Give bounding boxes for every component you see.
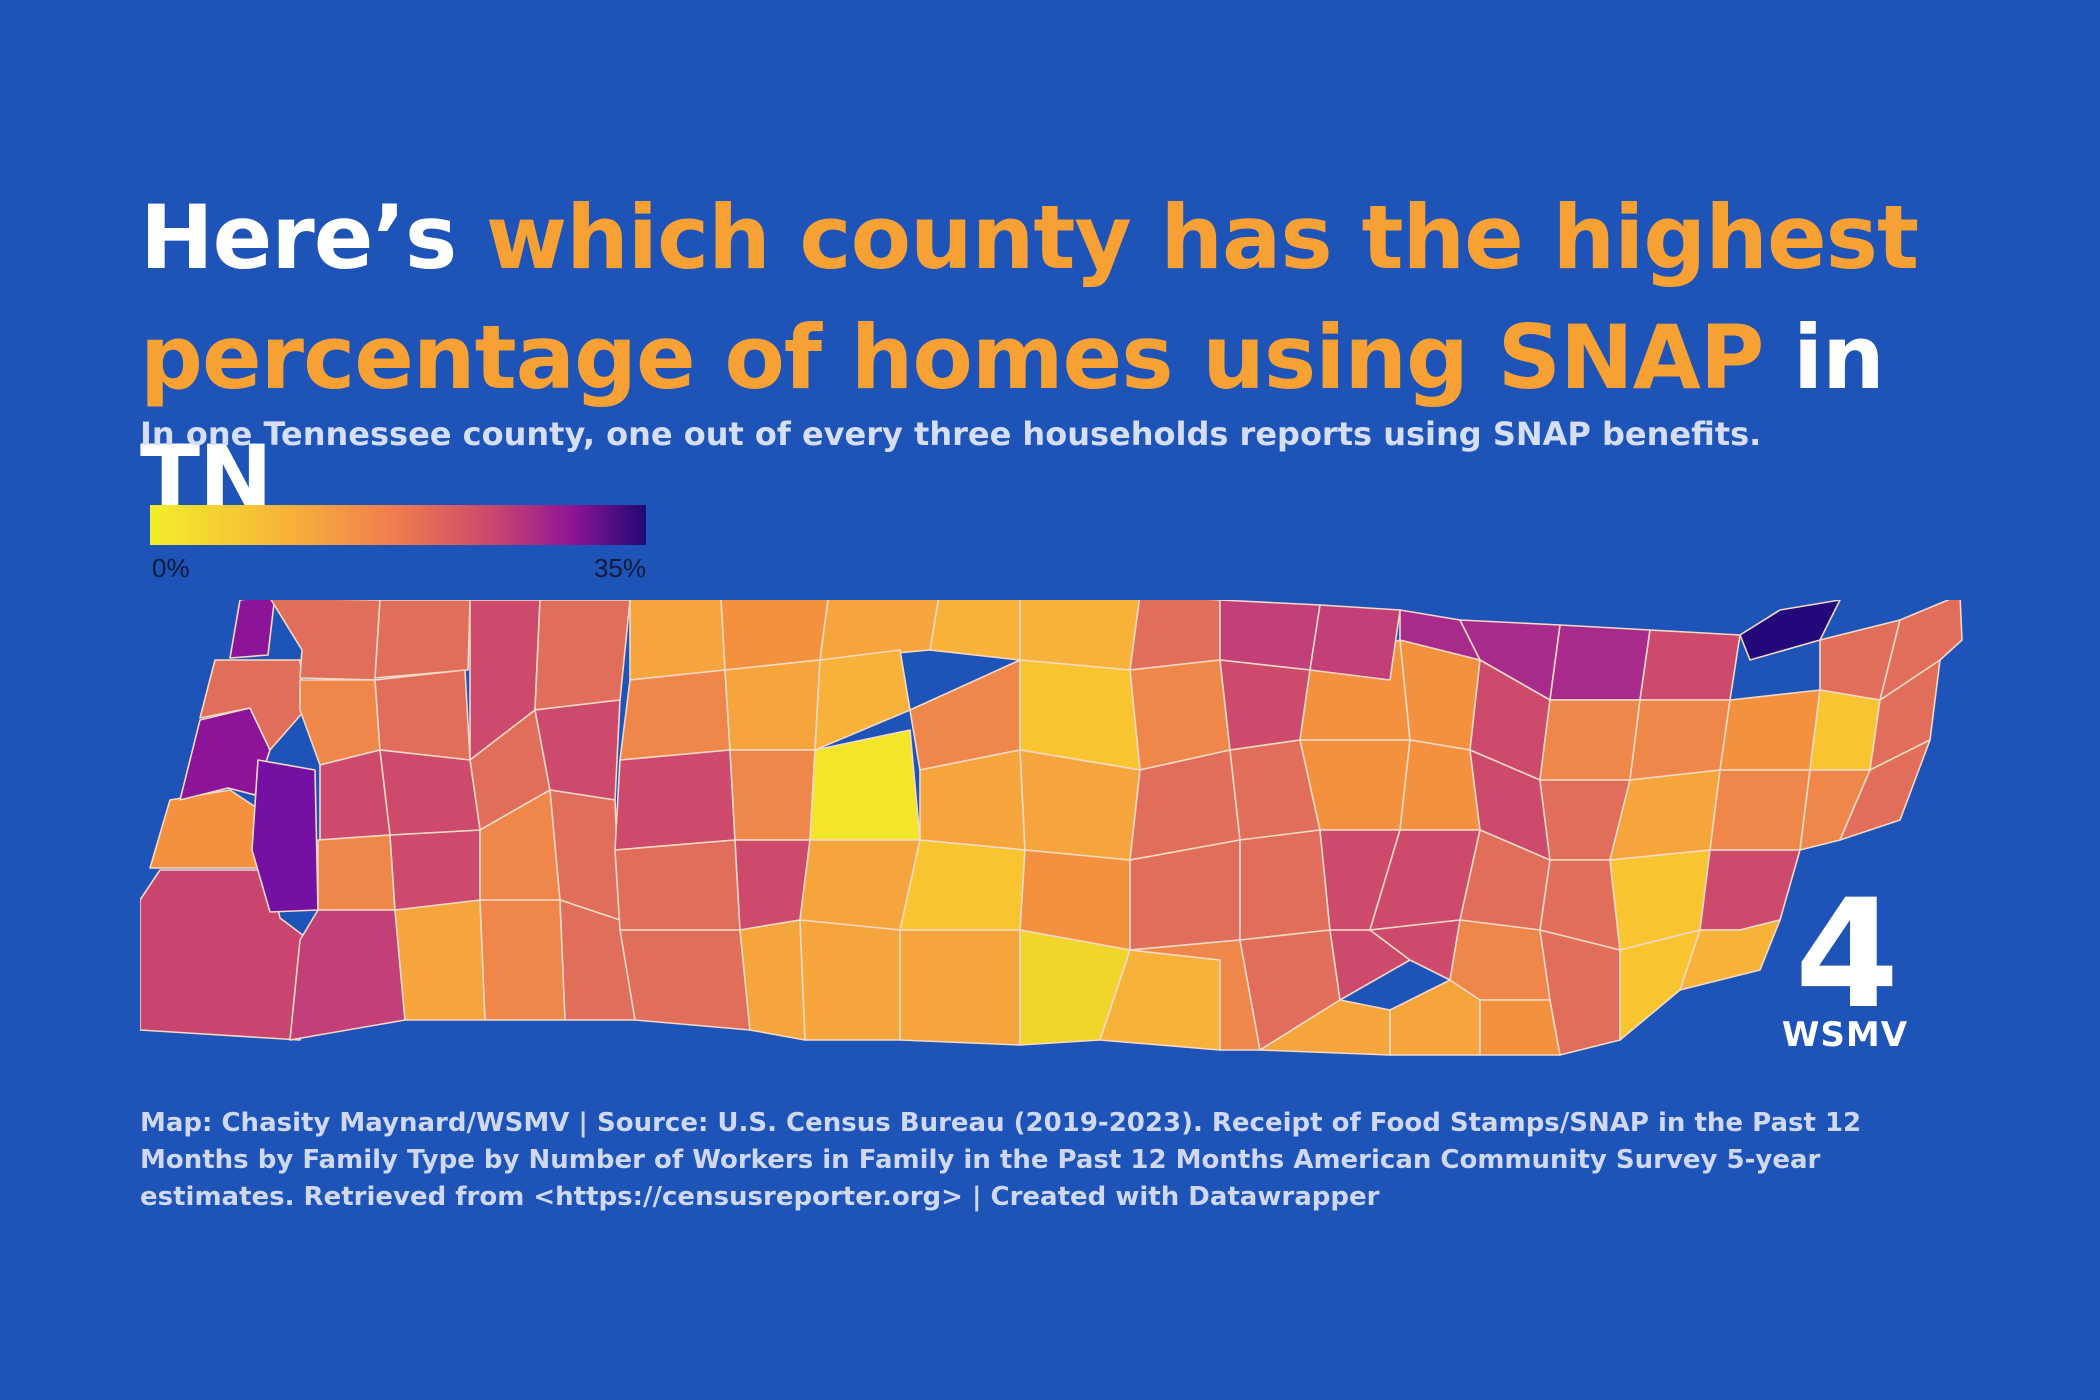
county [1709, 769, 1811, 851]
county [724, 659, 821, 751]
legend-gradient-bar [150, 505, 646, 545]
county [1449, 919, 1551, 1001]
county [1719, 689, 1821, 771]
county [1129, 600, 1221, 671]
chart-title: Here’s which county has the highest perc… [140, 178, 2040, 538]
county [317, 834, 396, 911]
county [799, 919, 901, 1041]
county [270, 600, 381, 681]
county-group-east [1449, 600, 1963, 1056]
county [1309, 604, 1401, 681]
county [229, 600, 276, 659]
county [1239, 829, 1331, 941]
county [379, 749, 481, 836]
county [809, 729, 921, 841]
logo-number: 4 [1794, 868, 1899, 1042]
county [479, 899, 566, 1021]
county [149, 789, 269, 869]
county [1809, 689, 1881, 771]
county [1879, 600, 1963, 701]
county [1539, 929, 1621, 1056]
county [899, 929, 1021, 1046]
title-part-1: Here’s [140, 186, 486, 289]
county [1639, 629, 1741, 701]
county-group-west [140, 600, 636, 1041]
county [1019, 600, 1141, 671]
county [739, 919, 806, 1041]
county [619, 669, 731, 761]
county [1219, 600, 1321, 671]
county [614, 839, 741, 931]
county [374, 600, 471, 679]
county [1539, 699, 1641, 781]
tennessee-county-map [140, 600, 1963, 1056]
county [289, 909, 406, 1041]
county [899, 839, 1026, 931]
county [1839, 739, 1931, 841]
county [614, 749, 736, 851]
legend-max-label: 35% [593, 553, 646, 583]
county [1399, 739, 1481, 831]
county [1299, 739, 1411, 831]
county [1019, 749, 1141, 861]
source-footer: Map: Chasity Maynard/WSMV | Source: U.S.… [140, 1108, 1862, 1212]
county [1679, 919, 1781, 991]
county [394, 899, 486, 1021]
county [819, 600, 940, 661]
county [1129, 839, 1241, 951]
legend-min-label: 0% [152, 553, 190, 583]
county [251, 759, 319, 913]
county-group-middle [614, 600, 1261, 1051]
county [1219, 659, 1311, 751]
logo-station-name: WSMV [1781, 1015, 1909, 1055]
wsmv-logo: 4 WSMV [1770, 868, 1920, 1065]
county [1549, 624, 1651, 701]
county [534, 600, 631, 711]
county [799, 839, 921, 931]
county [1739, 600, 1841, 661]
county [1129, 939, 1261, 1051]
county [619, 929, 751, 1031]
county [929, 600, 1021, 661]
county [1629, 699, 1731, 781]
county-group-plateau [1219, 600, 1481, 1056]
chart-subtitle: In one Tennessee county, one out of ever… [140, 415, 1762, 453]
county [629, 600, 726, 681]
county [1479, 999, 1561, 1056]
title-highlight: which county has the highest percentage … [140, 186, 1919, 409]
county [319, 749, 391, 841]
county [389, 829, 481, 911]
county [374, 669, 471, 761]
county [720, 600, 829, 671]
color-legend: 0% 35% [150, 505, 646, 585]
county [729, 749, 816, 841]
county [734, 839, 811, 931]
